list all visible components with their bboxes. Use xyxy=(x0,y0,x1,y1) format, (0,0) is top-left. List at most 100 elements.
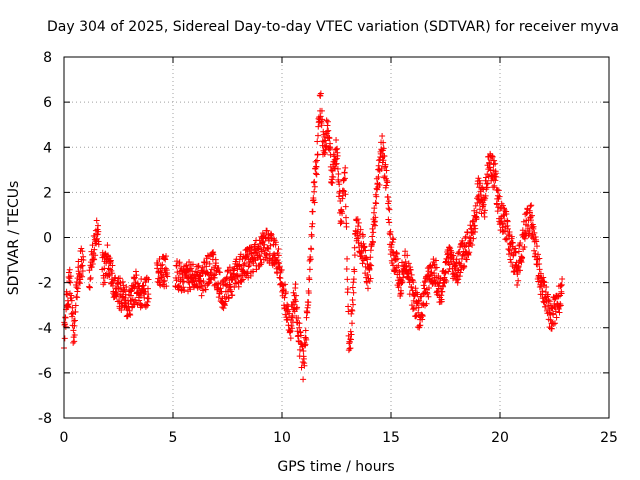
data-point xyxy=(557,300,564,307)
data-point xyxy=(278,266,285,273)
data-point xyxy=(319,138,326,145)
data-point xyxy=(302,341,309,348)
data-point xyxy=(326,135,333,142)
data-point xyxy=(515,248,522,255)
data-point xyxy=(276,263,283,270)
data-point xyxy=(515,263,522,270)
data-point xyxy=(328,179,335,186)
data-point xyxy=(360,233,367,240)
data-point xyxy=(493,201,500,208)
data-point xyxy=(114,290,121,297)
data-point xyxy=(336,181,343,188)
data-point xyxy=(95,228,102,235)
data-point xyxy=(265,245,272,252)
data-point xyxy=(274,270,281,277)
data-point xyxy=(364,285,371,292)
data-point xyxy=(241,260,248,267)
data-point xyxy=(541,279,548,286)
data-point xyxy=(71,338,78,345)
data-point xyxy=(118,306,125,313)
data-point xyxy=(491,157,498,164)
data-point xyxy=(293,292,300,299)
data-point xyxy=(380,157,387,164)
x-tick-label: 20 xyxy=(491,430,509,446)
data-point xyxy=(294,304,301,311)
data-point xyxy=(389,235,396,242)
data-point xyxy=(215,294,222,301)
data-point xyxy=(370,229,377,236)
data-point xyxy=(332,165,339,172)
data-point xyxy=(160,278,167,285)
y-tick-label: 0 xyxy=(43,231,52,247)
data-point xyxy=(425,293,432,300)
data-point xyxy=(323,117,330,124)
data-point xyxy=(386,230,393,237)
data-point xyxy=(375,162,382,169)
data-point xyxy=(357,226,364,233)
data-point xyxy=(211,271,218,278)
data-point xyxy=(425,285,432,292)
data-point xyxy=(296,346,303,353)
data-point xyxy=(123,283,130,290)
data-point xyxy=(445,268,452,275)
data-point xyxy=(398,290,405,297)
data-point xyxy=(317,90,324,97)
data-point xyxy=(392,267,399,274)
data-point xyxy=(408,302,415,309)
data-point xyxy=(109,262,116,269)
data-point xyxy=(482,192,489,199)
data-point xyxy=(394,255,401,262)
data-point xyxy=(292,281,299,288)
data-point xyxy=(131,284,138,291)
data-point xyxy=(212,260,219,267)
data-point xyxy=(312,170,319,177)
data-point xyxy=(368,262,375,269)
data-point xyxy=(261,241,268,248)
data-point xyxy=(476,206,483,213)
data-point xyxy=(319,116,326,123)
data-point xyxy=(355,219,362,226)
data-point xyxy=(78,245,85,252)
data-point xyxy=(314,151,321,158)
data-point xyxy=(343,223,350,230)
data-point xyxy=(285,303,292,310)
data-point xyxy=(448,249,455,256)
data-point xyxy=(517,239,524,246)
data-point xyxy=(267,242,274,249)
data-point xyxy=(107,257,114,264)
data-point xyxy=(333,155,340,162)
data-point xyxy=(350,289,357,296)
data-point xyxy=(194,269,201,276)
data-point xyxy=(503,236,510,243)
data-point xyxy=(294,333,301,340)
data-point xyxy=(482,174,489,181)
data-point xyxy=(79,273,86,280)
data-point xyxy=(215,265,222,272)
data-point xyxy=(91,246,98,253)
y-axis-label: SDTVAR / TECUs xyxy=(6,181,22,296)
data-point xyxy=(305,299,312,306)
data-point xyxy=(228,288,235,295)
data-point xyxy=(347,345,354,352)
data-point xyxy=(203,263,210,270)
data-point xyxy=(504,218,511,225)
data-point xyxy=(486,164,493,171)
data-point xyxy=(235,283,242,290)
data-point xyxy=(536,266,543,273)
data-point xyxy=(394,250,401,257)
data-point xyxy=(457,269,464,276)
data-point xyxy=(71,331,78,338)
data-point xyxy=(492,177,499,184)
data-point xyxy=(342,191,349,198)
data-point xyxy=(446,244,453,251)
data-point xyxy=(258,259,265,266)
data-point xyxy=(251,241,258,248)
data-point xyxy=(340,176,347,183)
data-point xyxy=(509,239,516,246)
data-point xyxy=(493,173,500,180)
data-point xyxy=(308,223,315,230)
data-point xyxy=(558,290,565,297)
data-point xyxy=(334,152,341,159)
data-point xyxy=(350,279,357,286)
